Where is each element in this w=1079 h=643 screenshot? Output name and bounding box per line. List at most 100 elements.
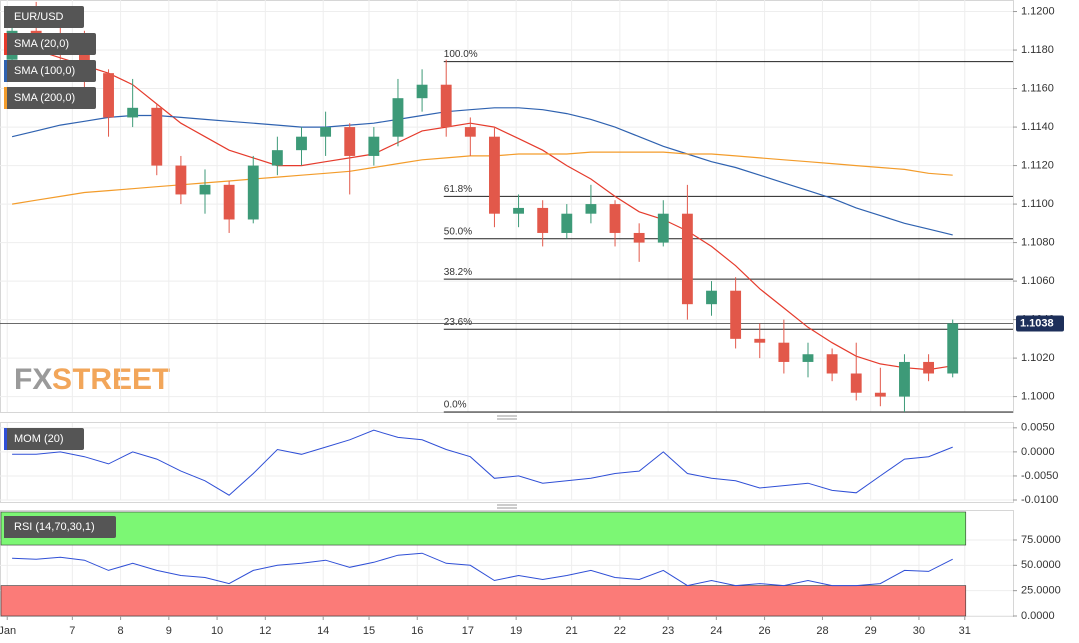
legend-label: SMA (20,0) <box>14 38 69 50</box>
fib-label: 61.8% <box>444 184 472 195</box>
price-panel <box>0 0 1014 413</box>
mom-panel <box>0 422 1014 503</box>
candle-body <box>513 207 524 214</box>
candle-body <box>151 107 163 166</box>
y-tick-label: 25.0000 <box>1021 585 1061 597</box>
x-tick-label: 10 <box>211 625 223 637</box>
indicator-line <box>12 552 953 587</box>
y-tick-label: 1.1120 <box>1021 159 1054 171</box>
y-tick-label: 75.0000 <box>1021 534 1061 546</box>
y-tick-label: 1.1000 <box>1021 391 1055 403</box>
sma-line <box>11 39 953 371</box>
x-tick-label: 16 <box>411 625 423 637</box>
candle-body <box>850 373 862 393</box>
x-tick-label: 29 <box>865 625 877 637</box>
fib-label: 23.6% <box>444 317 472 328</box>
candle-body <box>175 165 187 195</box>
x-tick-label: 31 <box>959 625 971 637</box>
watermark: FX <box>14 363 52 396</box>
y-tick-label: -0.0050 <box>1021 470 1058 482</box>
fib-label: 38.2% <box>444 267 472 278</box>
y-tick-label: 0.0000 <box>1021 446 1055 458</box>
candle-body <box>392 98 404 137</box>
candle-body <box>633 232 645 243</box>
y-tick-label: 1.1060 <box>1021 275 1055 287</box>
legend-box <box>4 516 116 538</box>
candle-body <box>464 127 476 137</box>
candle-body <box>127 107 139 118</box>
candle-body <box>874 392 886 397</box>
candle-body <box>730 290 742 339</box>
x-tick-label: 21 <box>565 625 577 637</box>
candle-body <box>754 338 766 343</box>
candle-body <box>489 136 500 214</box>
candle-body <box>199 184 211 195</box>
indicator-line <box>12 429 953 496</box>
candle-body <box>947 323 959 374</box>
x-tick-label: Jan <box>0 625 16 637</box>
x-tick-label: 12 <box>259 625 271 637</box>
candle-body <box>440 84 452 128</box>
candle-body <box>537 207 549 233</box>
x-tick-label: 8 <box>118 625 124 637</box>
legend-swatch <box>4 428 7 450</box>
candle-body <box>344 127 356 156</box>
x-tick-label: 17 <box>462 625 474 637</box>
x-tick-label: 23 <box>662 625 674 637</box>
candle-body <box>30 30 42 35</box>
y-tick-label: 1.1200 <box>1021 5 1055 17</box>
candle-body <box>778 342 790 362</box>
plot-layer: 1.1200 1.1180 1.1160 1.1140 1.1120 1.1100 1.10… <box>0 0 1064 637</box>
x-tick-label: 26 <box>758 625 770 637</box>
y-tick-label: 1.1100 <box>1021 198 1054 210</box>
y-tick-label: -0.0100 <box>1021 494 1058 506</box>
candle-body <box>826 354 838 374</box>
y-tick-label: 1.1080 <box>1021 236 1055 248</box>
legend-swatch <box>4 6 7 28</box>
y-tick-label: 1.1160 <box>1021 82 1054 94</box>
x-tick-label: 24 <box>710 625 722 637</box>
y-tick-label: 1.1140 <box>1021 121 1054 133</box>
fib-label: 0.0% <box>444 400 467 411</box>
candle-body <box>320 127 332 137</box>
y-tick-label: 0.0000 <box>1021 610 1055 622</box>
candle-body <box>223 184 235 220</box>
candle-body <box>247 165 259 220</box>
legend-label: RSI (14,70,30,1) <box>14 521 95 533</box>
legend-box <box>4 428 84 450</box>
candle-body <box>368 136 380 156</box>
candle-body <box>706 290 717 305</box>
x-tick-label: 14 <box>317 625 329 637</box>
candle-body <box>802 354 814 362</box>
candle-body <box>585 204 597 214</box>
splitter <box>497 415 517 509</box>
candle-body <box>103 73 114 118</box>
candle-body <box>609 204 621 233</box>
legend-label: EUR/USD <box>14 11 64 23</box>
x-tick-label: 19 <box>510 625 522 637</box>
candle-body <box>681 213 693 305</box>
sma-line <box>11 107 953 236</box>
legend-box <box>4 33 96 55</box>
legend-box <box>4 87 96 109</box>
x-tick-label: 30 <box>913 625 925 637</box>
y-tick-label: 50.0000 <box>1021 559 1061 571</box>
candle-body <box>657 213 669 243</box>
x-tick-label: 9 <box>166 625 172 637</box>
x-tick-label: 7 <box>69 625 75 637</box>
y-tick-label: 0.0050 <box>1021 422 1055 434</box>
legend-swatch <box>4 87 7 109</box>
y-tick-label: 1.1180 <box>1021 44 1054 56</box>
fib-label: 100.0% <box>444 49 478 60</box>
watermark: STREET <box>52 363 170 396</box>
y-tick-label: 1.1020 <box>1021 352 1055 364</box>
candle-body <box>923 361 935 374</box>
x-tick-label: 15 <box>363 625 375 637</box>
legend-box <box>4 6 84 28</box>
oversold-zone <box>0 585 967 617</box>
fib-label: 50.0% <box>444 226 472 237</box>
legend-label: SMA (200,0) <box>14 92 75 104</box>
candle-body <box>561 213 573 233</box>
candle-body <box>899 361 910 397</box>
